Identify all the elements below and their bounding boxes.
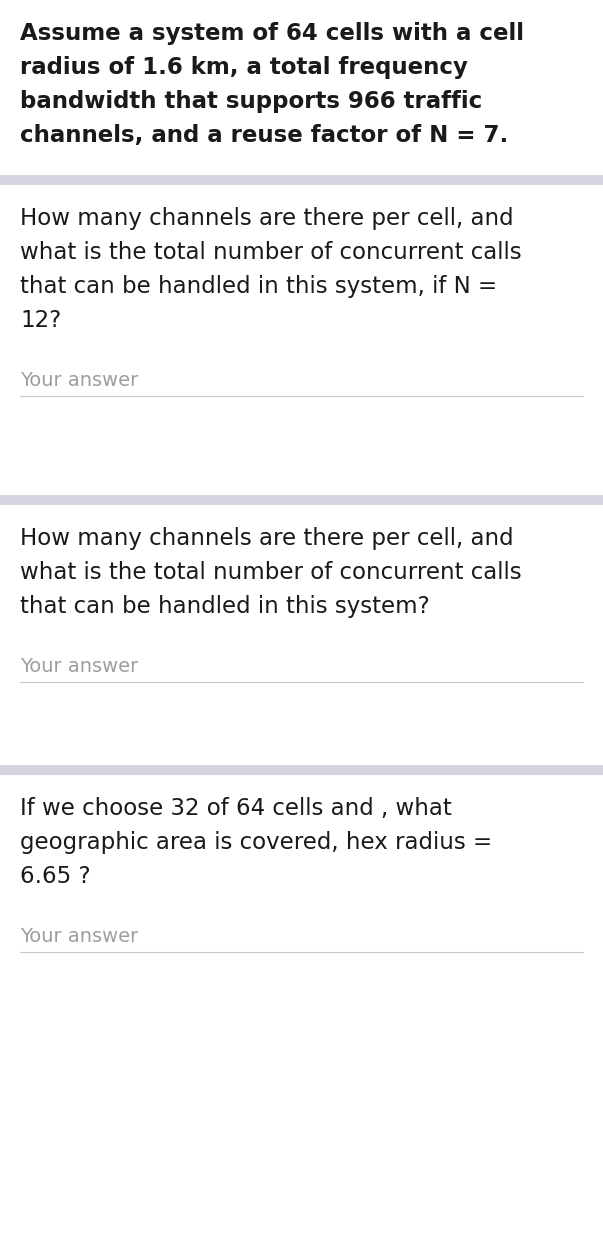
Text: How many channels are there per cell, and: How many channels are there per cell, an…: [20, 527, 514, 550]
Bar: [0, 775, 603, 1035]
Text: Your answer: Your answer: [20, 371, 138, 390]
Bar: [0, 175, 603, 185]
Bar: [0, 0, 603, 175]
Text: that can be handled in this system, if N =: that can be handled in this system, if N…: [20, 275, 497, 297]
Text: bandwidth that supports 966 traffic: bandwidth that supports 966 traffic: [20, 90, 482, 114]
Text: Assume a system of 64 cells with a cell: Assume a system of 64 cells with a cell: [20, 22, 524, 44]
Bar: [0, 495, 603, 505]
Text: what is the total number of concurrent calls: what is the total number of concurrent c…: [20, 561, 522, 584]
Text: 6.65 ?: 6.65 ?: [20, 865, 90, 888]
Bar: [0, 765, 603, 775]
Bar: [0, 185, 603, 495]
Text: geographic area is covered, hex radius =: geographic area is covered, hex radius =: [20, 830, 492, 854]
Text: 12?: 12?: [20, 308, 62, 332]
Text: what is the total number of concurrent calls: what is the total number of concurrent c…: [20, 241, 522, 264]
Text: Your answer: Your answer: [20, 656, 138, 676]
Text: If we choose 32 of 64 cells and , what: If we choose 32 of 64 cells and , what: [20, 797, 452, 821]
Text: channels, and a reuse factor of N = 7.: channels, and a reuse factor of N = 7.: [20, 123, 508, 147]
Bar: [0, 505, 603, 765]
Text: Your answer: Your answer: [20, 927, 138, 946]
Text: radius of 1.6 km, a total frequency: radius of 1.6 km, a total frequency: [20, 56, 468, 79]
Text: that can be handled in this system?: that can be handled in this system?: [20, 595, 430, 618]
Text: How many channels are there per cell, and: How many channels are there per cell, an…: [20, 207, 514, 230]
